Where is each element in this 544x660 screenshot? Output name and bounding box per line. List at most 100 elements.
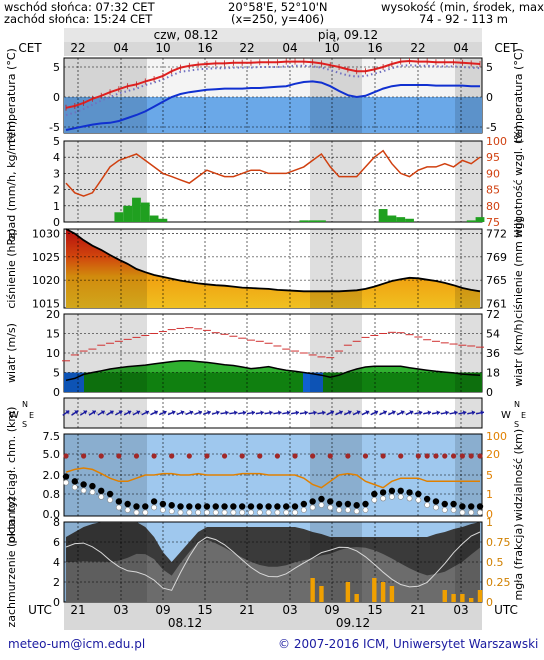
wind-arrow-head xyxy=(382,410,387,415)
temperature-line xyxy=(65,59,481,109)
cloudbase-left-tick: 0.0 xyxy=(43,508,61,521)
night-shade xyxy=(455,229,482,308)
cloud-base-dot xyxy=(274,503,281,510)
fog-bar xyxy=(354,594,359,602)
humidity-right-tick: 85 xyxy=(486,184,500,197)
apparent-temp-line xyxy=(65,64,481,116)
cloud-base-low-dot xyxy=(406,495,413,502)
cloud-base-low-dot xyxy=(115,504,122,511)
fog-right-tick: 0 xyxy=(486,596,493,609)
temperature-right-tick: 5 xyxy=(486,61,493,74)
pressure-left-tick: 1020 xyxy=(32,274,60,287)
cloud-base-dot xyxy=(62,473,70,480)
temperature-left-tick: -5 xyxy=(49,121,60,134)
cloud-base-low-dot xyxy=(274,509,281,516)
temperature-left-tick: 0 xyxy=(53,91,60,104)
wind-arrow xyxy=(202,410,211,416)
wind-arrow-head xyxy=(153,410,158,415)
wind-arrow-head xyxy=(391,410,396,415)
contact-email[interactable]: meteo-um@icm.edu.pl xyxy=(8,637,146,651)
cloud-base-dot xyxy=(203,503,211,510)
cloud-top-dot xyxy=(468,453,474,459)
wind-low-band-start xyxy=(64,372,84,392)
precip-right-label: wilgotność wzgl. (%) xyxy=(512,125,525,238)
cloud-base-low-dot xyxy=(318,502,325,508)
wind-arrow-head xyxy=(330,410,334,415)
wind-arrow-head xyxy=(286,410,291,416)
fog-bar xyxy=(442,590,447,602)
wind-arrow xyxy=(211,410,220,416)
cloud-base-low-dot xyxy=(433,504,439,511)
cloud-base-dot xyxy=(318,495,325,503)
cloud-base-dot xyxy=(194,503,202,510)
compass-e-left: E xyxy=(29,411,34,420)
temperature-left-tick: 5 xyxy=(53,61,60,74)
bottom-date-1: 08.12 xyxy=(168,616,202,630)
wind-arrow xyxy=(326,410,335,416)
wind-arrow xyxy=(423,410,432,416)
coords-text: 20°58'E, 52°10'N xyxy=(228,0,328,14)
humidity-right-tick: 95 xyxy=(486,151,500,164)
visibility-right-tick: 1 xyxy=(486,488,493,501)
wind-arrow-head xyxy=(91,410,96,415)
cloud-base-dot xyxy=(177,503,184,510)
pressure-right-tick: 765 xyxy=(486,274,507,287)
cloud-base-dot xyxy=(476,503,484,510)
cloud-top-dot xyxy=(450,453,457,459)
fog-bar xyxy=(380,582,386,602)
wind-arrow-head xyxy=(356,410,361,415)
cloud-base-low-dot xyxy=(98,493,105,500)
wind-arrow xyxy=(440,410,449,416)
night-shade xyxy=(64,58,147,133)
wind-arrow-head xyxy=(207,410,211,416)
utc-label-left: UTC xyxy=(28,603,52,617)
cloud-low-line xyxy=(65,531,481,591)
cloud-base-low-dot xyxy=(327,504,334,511)
cloud-base-dot xyxy=(450,500,457,508)
top-tick-label: 22 xyxy=(70,41,85,55)
cloud-base-dot xyxy=(115,498,123,505)
wind-arrow xyxy=(220,410,229,416)
cloud-base-dot xyxy=(230,503,237,510)
cloud-base-low-dot xyxy=(186,509,193,516)
wind-arrow-head xyxy=(321,410,326,416)
wind-arrow-head xyxy=(118,410,123,415)
cloud-base-dot xyxy=(247,503,255,510)
cloud-base-low-dot xyxy=(142,509,149,516)
altitude-values: 74 - 92 - 113 m xyxy=(419,12,508,26)
cloud-base-low-dot xyxy=(344,507,351,513)
cloud-base-dot xyxy=(186,503,193,510)
wind-arrow-head xyxy=(304,410,308,416)
top-tick-label: 10 xyxy=(324,41,339,55)
temperature-left-label: temperatura (°C) xyxy=(5,48,18,143)
cloud-base-dot xyxy=(379,489,387,496)
cloud-base-dot xyxy=(459,503,466,510)
cloud-base-dot xyxy=(221,503,228,510)
bottom-tick-label: 15 xyxy=(197,603,212,617)
cloud-top-dot xyxy=(424,453,430,459)
visibility-line xyxy=(65,467,480,489)
top-tick-label: 10 xyxy=(155,41,170,55)
precip-left-tick: 0 xyxy=(53,216,60,229)
cloud-top-dot xyxy=(433,453,439,459)
cloud-base-low-dot xyxy=(371,497,378,503)
cloud-top-dot xyxy=(81,453,87,459)
cloud-top-dot xyxy=(169,453,175,459)
wind-arrow-head xyxy=(374,410,378,415)
cloud-base-low-dot xyxy=(292,509,298,516)
cloud-base-low-dot xyxy=(107,497,113,503)
wind-right-tick: 72 xyxy=(486,308,500,321)
precip-left-label: opad (mm/h, kg/m²/h) xyxy=(5,121,18,242)
top-tick-label: 04 xyxy=(113,41,128,55)
fog-bar xyxy=(319,586,324,602)
wind-arrow-head xyxy=(400,410,405,415)
night-shade xyxy=(455,141,482,222)
tz-label-right: CET xyxy=(494,41,518,55)
wind-arrow-head xyxy=(260,410,264,416)
cloud-base-low-dot xyxy=(151,504,157,511)
cloud-top-dot xyxy=(310,453,316,459)
cloud-base-low-dot xyxy=(239,509,246,516)
wind-arrow xyxy=(396,410,405,416)
cloud-top-dot xyxy=(239,453,245,459)
cloud-base-low-dot xyxy=(80,487,87,494)
